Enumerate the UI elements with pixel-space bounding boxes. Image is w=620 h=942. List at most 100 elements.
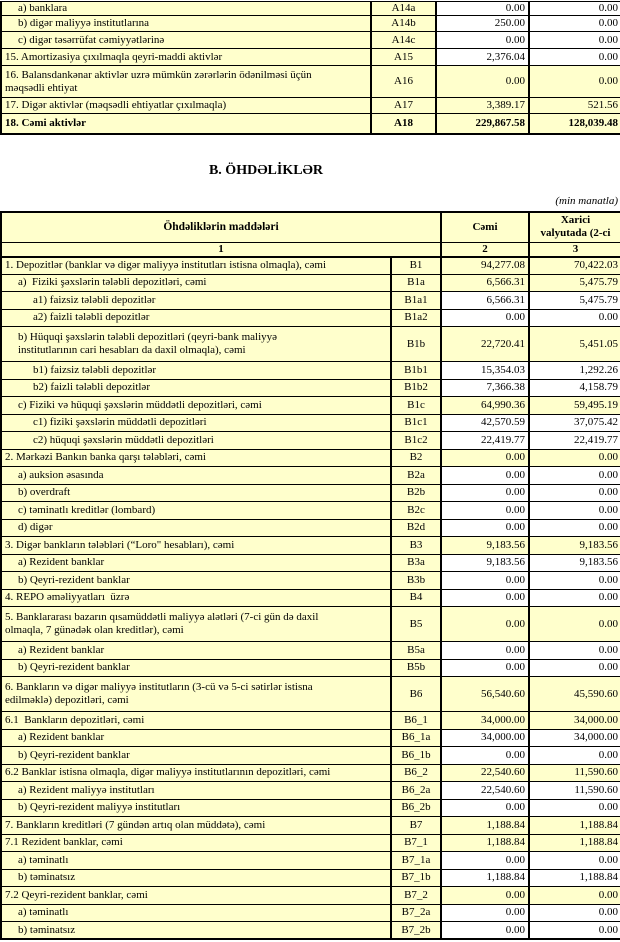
row-total: 0.00 <box>440 308 530 327</box>
row-total: 22,540.60 <box>440 763 530 782</box>
row-label: 6.1 Bankların depozitləri, cəmi <box>0 711 392 730</box>
table-row: b) overdraft B2b 0.00 0.00 <box>0 483 620 502</box>
row-label: b) təminatsız <box>0 921 392 940</box>
row-label: a) təminatlı <box>0 903 392 922</box>
row-foreign-currency: 59,495.19 <box>528 396 620 415</box>
row-label: 17. Digər aktivlər (məqsədli ehtiyatlar … <box>0 97 372 114</box>
row-foreign-currency: 128,039.48 <box>528 113 620 134</box>
row-code: A14c <box>370 31 437 49</box>
row-label: b) Qeyri-rezident banklar <box>0 746 392 765</box>
row-label: b2) faizli tələbli depozitlər <box>0 378 392 397</box>
row-foreign-currency: 0.00 <box>528 641 620 660</box>
row-total: 2,376.04 <box>435 48 530 66</box>
row-label: b) digər maliyyə institutlarına <box>0 15 372 32</box>
row-foreign-currency: 0.00 <box>528 588 620 607</box>
row-total: 0.00 <box>435 1 530 16</box>
row-total: 0.00 <box>440 518 530 537</box>
row-total: 0.00 <box>440 798 530 817</box>
row-foreign-currency: 0.00 <box>528 483 620 502</box>
row-foreign-currency: 0.00 <box>528 746 620 765</box>
row-code: B1b2 <box>389 378 442 397</box>
table-row: a) Rezident maliyyə institutları B6_2a 22,… <box>0 781 620 800</box>
row-label: 6. Bankların və digər maliyyə institutla… <box>0 676 392 712</box>
row-code: A14a <box>370 1 437 16</box>
table-row: c2) hüquqi şəxslərin müddətli depozitlər… <box>0 431 620 450</box>
row-code: B2d <box>389 518 442 537</box>
row-code: B1a1 <box>389 291 442 310</box>
row-total: 0.00 <box>440 483 530 502</box>
row-foreign-currency: 0.00 <box>528 65 620 98</box>
row-foreign-currency: 0.00 <box>528 518 620 537</box>
table-row: 5. Banklararası bazarın qısamüddətli mal… <box>0 606 620 642</box>
row-label: b) Qeyri-rezident maliyyə institutları <box>0 798 392 817</box>
row-label: a) Rezident banklar <box>0 641 392 660</box>
table-row: a) banklara A14a 0.00 0.00 <box>0 1 620 16</box>
row-code: B6_1b <box>389 746 442 765</box>
row-label: 6.2 Banklar istisna olmaqla, digər maliy… <box>0 763 392 782</box>
table-row: b) Qeyri-rezident maliyyə institutları B6… <box>0 798 620 817</box>
row-foreign-currency: 0.00 <box>528 31 620 49</box>
row-foreign-currency: 1,188.84 <box>528 816 620 835</box>
row-code: B1c <box>389 396 442 415</box>
row-code: B1b <box>389 326 442 362</box>
column-header-foreign-currency: Xarici valyutada (2-ci <box>528 211 620 243</box>
row-code: B3a <box>389 553 442 572</box>
row-total: 22,720.41 <box>440 326 530 362</box>
row-foreign-currency: 0.00 <box>528 658 620 677</box>
row-total: 22,419.77 <box>440 431 530 450</box>
table-row: 6.1 Bankların depozitləri, cəmi B6_1 34,00… <box>0 711 620 730</box>
row-total: 6,566.31 <box>440 273 530 292</box>
row-foreign-currency: 22,419.77 <box>528 431 620 450</box>
table-row: b) Qeyri-rezident banklar B6_1b 0.00 0.00 <box>0 746 620 765</box>
liabilities-table: Öhdəliklərin maddələri Cəmi Xarici valyu… <box>0 211 620 940</box>
row-total: 0.00 <box>440 886 530 905</box>
row-code: A16 <box>370 65 437 98</box>
row-foreign-currency: 9,183.56 <box>528 536 620 555</box>
row-total: 0.00 <box>440 851 530 870</box>
row-label: 4. REPO əməliyyatları üzrə <box>0 588 392 607</box>
row-total: 22,540.60 <box>440 781 530 800</box>
row-total: 34,000.00 <box>440 711 530 730</box>
row-code: B6_1a <box>389 728 442 747</box>
row-total: 0.00 <box>435 65 530 98</box>
row-total: 9,183.56 <box>440 553 530 572</box>
column-header-total: Cəmi <box>440 211 530 243</box>
table-row: 18. Cəmi aktivlər A18 229,867.58 128,039.48 <box>0 113 620 134</box>
row-total: 0.00 <box>440 921 530 940</box>
table-row: 6.2 Banklar istisna olmaqla, digər maliy… <box>0 763 620 782</box>
row-label: b) Qeyri-rezident banklar <box>0 571 392 590</box>
row-code: B7 <box>389 816 442 835</box>
row-foreign-currency: 0.00 <box>528 886 620 905</box>
row-foreign-currency: 4,158.79 <box>528 378 620 397</box>
row-foreign-currency: 34,000.00 <box>528 711 620 730</box>
row-label: a) Rezident maliyyə institutları <box>0 781 392 800</box>
row-label: 7.2 Qeyri-rezident banklar, cəmi <box>0 886 392 905</box>
row-total: 56,540.60 <box>440 676 530 712</box>
row-total: 250.00 <box>435 15 530 32</box>
row-code: B6 <box>389 676 442 712</box>
row-foreign-currency: 5,451.05 <box>528 326 620 362</box>
row-foreign-currency: 11,590.60 <box>528 763 620 782</box>
row-total: 0.00 <box>440 903 530 922</box>
row-code: A17 <box>370 97 437 114</box>
row-code: B5b <box>389 658 442 677</box>
table-row: a) Rezident banklar B3a 9,183.56 9,183.56 <box>0 553 620 572</box>
row-code: B6_1 <box>389 711 442 730</box>
table-row: b) Qeyri-rezident banklar B5b 0.00 0.00 <box>0 658 620 677</box>
row-label: a) Rezident banklar <box>0 728 392 747</box>
row-code: B7_1b <box>389 868 442 887</box>
table-row: b) Qeyri-rezident banklar B3b 0.00 0.00 <box>0 571 620 590</box>
row-label: d) digər <box>0 518 392 537</box>
row-total: 229,867.58 <box>435 113 530 134</box>
row-label: 7.1 Rezident banklar, cəmi <box>0 833 392 852</box>
table-row: a) Rezident banklar B6_1a 34,000.00 34,000.… <box>0 728 620 747</box>
row-total: 1,188.84 <box>440 816 530 835</box>
unit-note: (min manatla) <box>555 195 618 207</box>
row-foreign-currency: 0.00 <box>528 798 620 817</box>
table-row: d) digər B2d 0.00 0.00 <box>0 518 620 537</box>
row-code: B3 <box>389 536 442 555</box>
row-code: B6_2b <box>389 798 442 817</box>
row-code: B2b <box>389 483 442 502</box>
row-foreign-currency: 0.00 <box>528 903 620 922</box>
row-total: 0.00 <box>440 588 530 607</box>
